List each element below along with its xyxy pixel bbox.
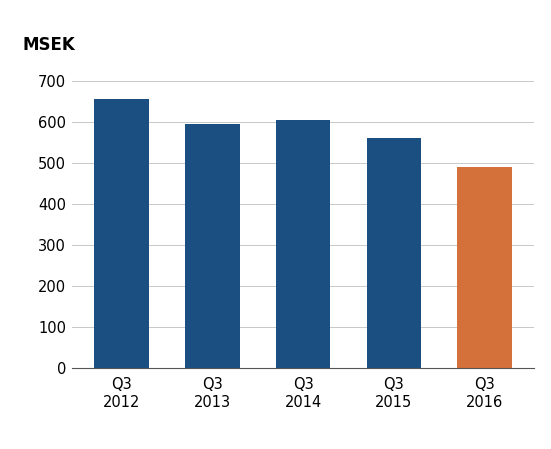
Text: MSEK: MSEK [22, 36, 75, 54]
Bar [457, 167, 512, 368]
Bar [94, 99, 149, 368]
Bar [185, 123, 240, 368]
Bar [276, 120, 330, 368]
Bar [366, 138, 421, 368]
